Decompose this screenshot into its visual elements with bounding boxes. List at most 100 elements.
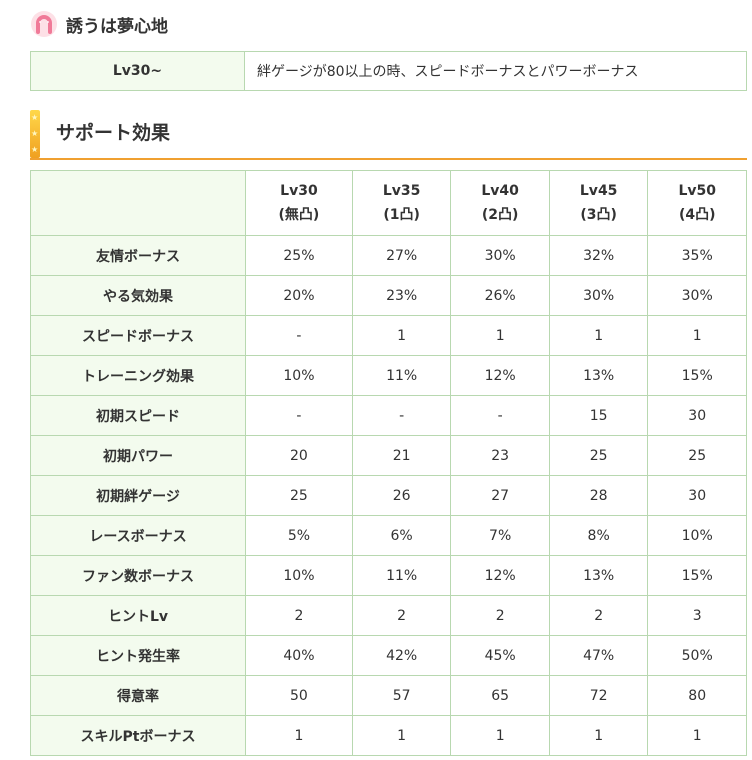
table-cell: 2 bbox=[450, 595, 550, 636]
table-cell: 30% bbox=[548, 275, 649, 316]
table-cell: 11% bbox=[351, 355, 452, 396]
table-cell: 1 bbox=[351, 715, 452, 756]
table-cell: 10% bbox=[245, 355, 353, 396]
table-row: ヒントLv 2 2 2 2 3 bbox=[30, 595, 747, 636]
unique-skill-title: 誘うは夢心地 bbox=[66, 16, 168, 37]
table-cell: 80 bbox=[647, 675, 747, 716]
column-note: (3凸) bbox=[580, 207, 617, 223]
header-corner bbox=[30, 170, 246, 236]
row-label: 初期パワー bbox=[30, 435, 246, 476]
row-label: 友情ボーナス bbox=[30, 235, 246, 276]
table-cell: 3 bbox=[647, 595, 747, 636]
table-row: 初期スピード - - -15 30 bbox=[30, 395, 747, 436]
table-row: やる気効果 20% 23% 26% 30% 30% bbox=[30, 275, 747, 316]
table-cell: 50% bbox=[647, 635, 747, 676]
table-cell: 1 bbox=[450, 315, 550, 356]
table-cell: 1 bbox=[647, 315, 747, 356]
table-cell: 65 bbox=[450, 675, 550, 716]
row-label: 得意率 bbox=[30, 675, 246, 716]
star-icon: ★ bbox=[31, 113, 39, 122]
table-cell: 27 bbox=[450, 475, 550, 516]
table-header-row: Lv30 (無凸) Lv35 (1凸) Lv40 (2凸) Lv45 (3凸) … bbox=[30, 170, 747, 236]
table-cell: 25 bbox=[647, 435, 747, 476]
table-row: トレーニング効果 10% 11% 12% 13% 15% bbox=[30, 355, 747, 396]
table-cell: 23% bbox=[351, 275, 452, 316]
table-cell: 25 bbox=[548, 435, 649, 476]
row-label: 初期絆ゲージ bbox=[30, 475, 246, 516]
section-accent-bar: ★ ★ ★ bbox=[30, 110, 40, 158]
table-cell: 26 bbox=[351, 475, 452, 516]
table-cell: 23 bbox=[450, 435, 550, 476]
column-note: (2凸) bbox=[481, 207, 519, 223]
table-cell: 32% bbox=[548, 235, 649, 276]
section-title: サポート効果 bbox=[56, 122, 171, 144]
table-cell: 1 bbox=[548, 315, 649, 356]
table-cell: 8% bbox=[548, 515, 649, 556]
table-row: 得意率 50 57 65 72 80 bbox=[30, 675, 747, 716]
unique-skill-table: Lv30~ 絆ゲージが80以上の時、スピードボーナスとパワーボーナス bbox=[30, 51, 747, 91]
row-label: ファン数ボーナス bbox=[30, 555, 246, 596]
column-header: Lv35 (1凸) bbox=[351, 170, 452, 236]
table-row: レースボーナス 5% 6% 7% 8% 10% bbox=[30, 515, 747, 556]
table-cell: 13% bbox=[548, 355, 649, 396]
column-header: Lv50 (4凸) bbox=[647, 170, 747, 236]
column-header: Lv40 (2凸) bbox=[450, 170, 550, 236]
column-level: Lv35 bbox=[382, 183, 421, 199]
table-cell: 2 bbox=[548, 595, 649, 636]
table-cell: 11% bbox=[351, 555, 452, 596]
table-cell: 35% bbox=[647, 235, 747, 276]
row-label: ヒントLv bbox=[30, 595, 246, 636]
table-cell: 2 bbox=[245, 595, 353, 636]
column-level: Lv45 bbox=[579, 183, 618, 199]
column-level: Lv50 bbox=[678, 183, 716, 199]
table-cell: 5% bbox=[245, 515, 353, 556]
table-row: スキルPtボーナス 1 1 1 1 1 bbox=[30, 715, 747, 756]
table-cell: 12% bbox=[450, 355, 550, 396]
table-cell: 1 bbox=[245, 715, 353, 756]
row-label: トレーニング効果 bbox=[30, 355, 246, 396]
row-label: ヒント発生率 bbox=[30, 635, 246, 676]
horseshoe-icon bbox=[31, 11, 57, 37]
table-row: 初期絆ゲージ 25 26 27 28 30 bbox=[30, 475, 747, 516]
table-cell: - bbox=[245, 395, 353, 436]
support-effect-table: Lv30 (無凸) Lv35 (1凸) Lv40 (2凸) Lv45 (3凸) … bbox=[30, 170, 747, 756]
table-cell: 10% bbox=[245, 555, 353, 596]
table-cell: 1 bbox=[450, 715, 550, 756]
table-cell: 15% bbox=[647, 355, 747, 396]
column-note: (1凸) bbox=[383, 207, 420, 223]
row-label: スピードボーナス bbox=[30, 315, 246, 356]
table-cell: 25% bbox=[245, 235, 353, 276]
table-cell: 20% bbox=[245, 275, 353, 316]
table-cell: 27% bbox=[351, 235, 452, 276]
table-row: ヒント発生率 40% 42% 45% 47% 50% bbox=[30, 635, 747, 676]
table-row: スピードボーナス -1 1 1 1 bbox=[30, 315, 747, 356]
column-note: (4凸) bbox=[678, 207, 716, 223]
table-cell: 15 bbox=[548, 395, 649, 436]
column-level: Lv40 bbox=[481, 183, 519, 199]
unique-skill-level: Lv30~ bbox=[30, 51, 245, 91]
table-cell: 1 bbox=[351, 315, 452, 356]
support-effect-section-header: ★ ★ ★ サポート効果 bbox=[30, 110, 747, 160]
table-cell: 6% bbox=[351, 515, 452, 556]
table-cell: 45% bbox=[450, 635, 550, 676]
table-cell: 30% bbox=[647, 275, 747, 316]
column-header: Lv30 (無凸) bbox=[245, 170, 353, 236]
table-row: 友情ボーナス 25% 27% 30% 32% 35% bbox=[30, 235, 747, 276]
table-cell: 42% bbox=[351, 635, 452, 676]
column-note: (無凸) bbox=[278, 207, 320, 223]
table-cell: 12% bbox=[450, 555, 550, 596]
table-cell: 20 bbox=[245, 435, 353, 476]
column-header: Lv45 (3凸) bbox=[548, 170, 649, 236]
row-label: やる気効果 bbox=[30, 275, 246, 316]
table-cell: 1 bbox=[647, 715, 747, 756]
table-cell: 2 bbox=[351, 595, 452, 636]
row-label: レースボーナス bbox=[30, 515, 246, 556]
table-cell: - bbox=[450, 395, 550, 436]
table-cell: 47% bbox=[548, 635, 649, 676]
table-cell: 30 bbox=[647, 475, 747, 516]
table-cell: 15% bbox=[647, 555, 747, 596]
table-cell: 26% bbox=[450, 275, 550, 316]
table-cell: 72 bbox=[548, 675, 649, 716]
table-cell: 30 bbox=[647, 395, 747, 436]
unique-skill-header: 誘うは夢心地 bbox=[30, 6, 168, 42]
